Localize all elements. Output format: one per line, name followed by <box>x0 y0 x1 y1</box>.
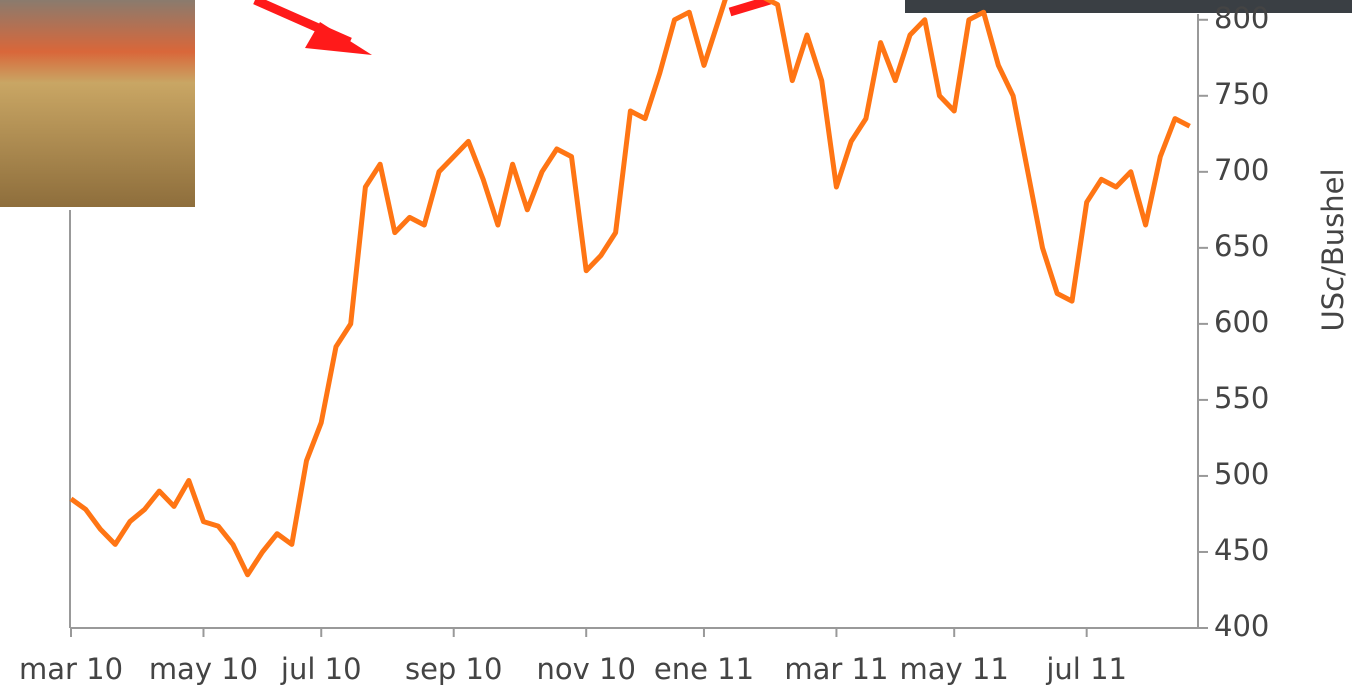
photo-field <box>0 0 195 207</box>
x-tick-label: mar 11 <box>784 652 888 686</box>
y-tick-label: 400 <box>1214 609 1269 643</box>
y-tick-label: 500 <box>1214 457 1269 491</box>
y-axis-label: USc/Bushel <box>1316 168 1350 331</box>
x-tick-label: mar 10 <box>19 652 123 686</box>
y-tick-label: 800 <box>1214 1 1269 35</box>
y-tick-label: 450 <box>1214 533 1269 567</box>
chart: USc/Bushel 400 450 500 550 600 650 700 750 800 ma… <box>0 0 1352 691</box>
line <box>71 0 1190 575</box>
x-tick-label: nov 10 <box>536 652 635 686</box>
x-tick-label: ene 11 <box>654 652 754 686</box>
x-tick-label: sep 10 <box>405 652 502 686</box>
x-tick-label: jul 11 <box>1045 652 1127 686</box>
y-tick-label: 700 <box>1214 153 1269 187</box>
y-tick-label: 750 <box>1214 77 1269 111</box>
y-tick-label: 550 <box>1214 381 1269 415</box>
x-tick-label: may 11 <box>900 652 1009 686</box>
y-tick-label: 600 <box>1214 305 1269 339</box>
photo-top <box>905 0 1352 13</box>
y-tick-label: 650 <box>1214 229 1269 263</box>
x-tick-label: jul 10 <box>280 652 362 686</box>
x-tick-label: may 10 <box>149 652 258 686</box>
